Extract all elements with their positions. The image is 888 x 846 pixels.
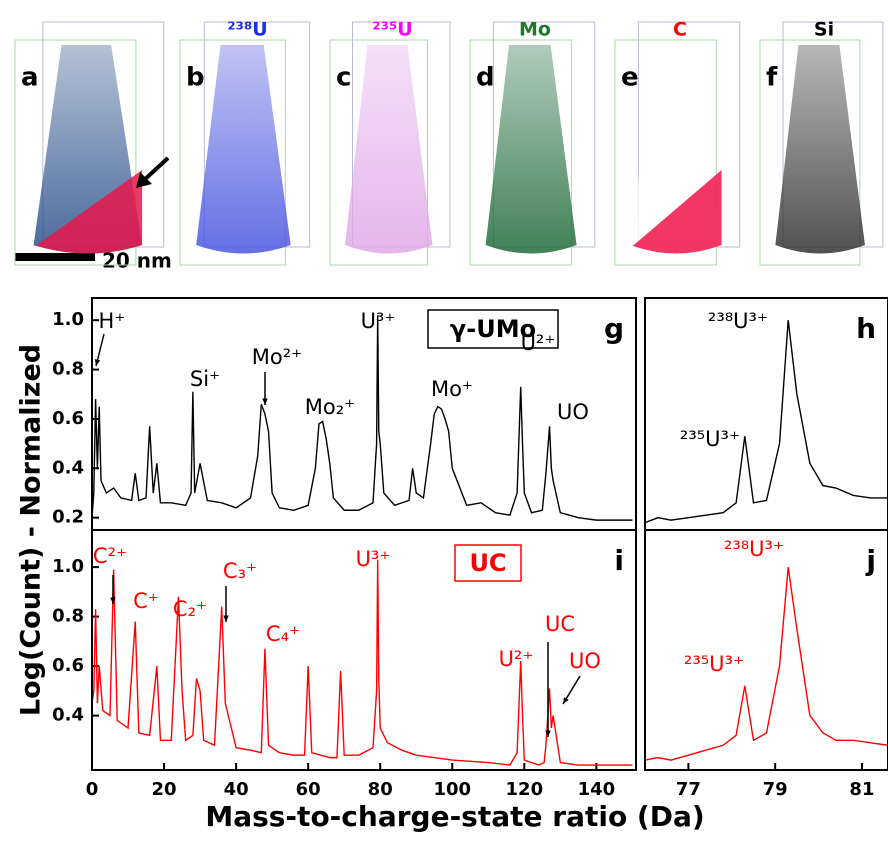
y-tick-label: 0.4 xyxy=(52,705,84,726)
spectrum-line xyxy=(645,320,888,524)
title-box xyxy=(427,309,559,349)
x-tick-label: 60 xyxy=(296,779,321,800)
peak-label: U³⁺ xyxy=(356,547,391,571)
peak-label: ²³⁵U³⁺ xyxy=(684,652,744,676)
bounding-box xyxy=(329,39,428,266)
y-tick-label: 0.4 xyxy=(52,457,84,478)
peak-label: C²⁺ xyxy=(93,544,127,568)
arrow-head xyxy=(262,398,268,405)
arrow xyxy=(140,156,170,184)
peak-label: ²³⁵U³⁺ xyxy=(680,427,740,451)
title-box xyxy=(454,544,522,582)
reconstruction xyxy=(775,45,865,254)
reconstruction xyxy=(345,45,433,254)
panel-letter: h xyxy=(856,312,876,345)
spectrum-line xyxy=(645,567,888,761)
x-tick-label: 79 xyxy=(763,779,788,800)
peak-label: C₂⁺ xyxy=(173,597,207,621)
peak-label: UO xyxy=(569,649,601,673)
plot-frame xyxy=(644,529,888,771)
x-axis-label: Mass-to-charge-state ratio (Da) xyxy=(205,800,704,833)
y-tick-label: 1.0 xyxy=(52,309,84,330)
bounding-box xyxy=(179,39,286,266)
peak-label: C₃⁺ xyxy=(223,559,257,583)
arrow-head xyxy=(563,697,569,704)
panel-letter: b xyxy=(186,63,205,93)
y-tick-label: 0.8 xyxy=(52,606,84,627)
plot-frame xyxy=(91,529,637,771)
arrow-head xyxy=(94,359,101,366)
x-tick-label: 140 xyxy=(578,779,616,800)
peak-label: C₄⁺ xyxy=(266,622,300,646)
peak-label: U²⁺ xyxy=(499,647,534,671)
peak-label: H⁺ xyxy=(99,309,126,333)
chart-title: γ-UMo xyxy=(450,315,536,343)
arrow-head xyxy=(136,172,152,188)
x-tick-label: 120 xyxy=(506,779,544,800)
reconstruction xyxy=(485,45,577,254)
element-label: C xyxy=(673,19,687,41)
interface-phase xyxy=(630,170,722,254)
bounding-box xyxy=(14,39,137,266)
chart-title: UC xyxy=(469,549,506,577)
bounding-box xyxy=(469,39,572,266)
panel-letter: g xyxy=(604,312,624,345)
panel-letter: j xyxy=(865,544,876,577)
y-tick-label: 0.6 xyxy=(52,655,84,676)
panel-letter: d xyxy=(476,63,495,93)
arrow-head xyxy=(545,730,551,737)
panel-letter: e xyxy=(621,63,639,93)
x-tick-label: 20 xyxy=(152,779,177,800)
peak-label: U²⁺ xyxy=(521,331,556,355)
peak-label: Mo₂⁺ xyxy=(305,395,355,419)
bounding-box xyxy=(759,39,861,266)
peak-label: Mo⁺ xyxy=(431,377,473,401)
scale-bar xyxy=(15,253,95,261)
peak-label: UO xyxy=(557,400,589,424)
y-tick-label: 1.0 xyxy=(52,556,84,577)
panel-letter: f xyxy=(766,63,778,93)
panel-letter: c xyxy=(336,63,351,93)
y-axis-label: Log(Count) - Normalized xyxy=(16,344,47,716)
spectrum-line xyxy=(92,315,633,521)
element-label: ²³⁸U xyxy=(227,19,267,41)
element-label: Mo xyxy=(519,19,551,41)
x-tick-label: 100 xyxy=(433,779,471,800)
peak-label: ²³⁸U³⁺ xyxy=(708,309,768,333)
arrow-head xyxy=(110,597,116,604)
spectrum-line xyxy=(92,559,633,766)
scale-bar-label: 20 nm xyxy=(102,249,172,273)
y-tick-label: 0.2 xyxy=(52,507,84,528)
x-tick-label: 0 xyxy=(86,779,99,800)
peak-label: U³⁺ xyxy=(361,309,396,333)
element-label: ²³⁵U xyxy=(372,19,412,41)
peak-label: Mo²⁺ xyxy=(252,345,302,369)
peak-label: UC xyxy=(545,612,575,636)
x-tick-label: 81 xyxy=(849,779,874,800)
x-tick-label: 80 xyxy=(368,779,393,800)
reconstruction xyxy=(196,45,291,254)
peak-label: Si⁺ xyxy=(190,367,220,391)
peak-label: C⁺ xyxy=(133,589,159,613)
x-tick-label: 40 xyxy=(224,779,249,800)
y-tick-label: 0.6 xyxy=(52,408,84,429)
arrow-head xyxy=(223,615,229,622)
peak-label: ²³⁸U³⁺ xyxy=(724,537,784,561)
y-tick-label: 0.8 xyxy=(52,359,84,380)
bounding-box xyxy=(614,39,717,266)
panel-letter: a xyxy=(21,63,39,93)
interface-phase xyxy=(33,170,143,254)
element-label: Si xyxy=(814,19,834,41)
x-tick-label: 77 xyxy=(676,779,701,800)
panel-letter: i xyxy=(614,544,624,577)
